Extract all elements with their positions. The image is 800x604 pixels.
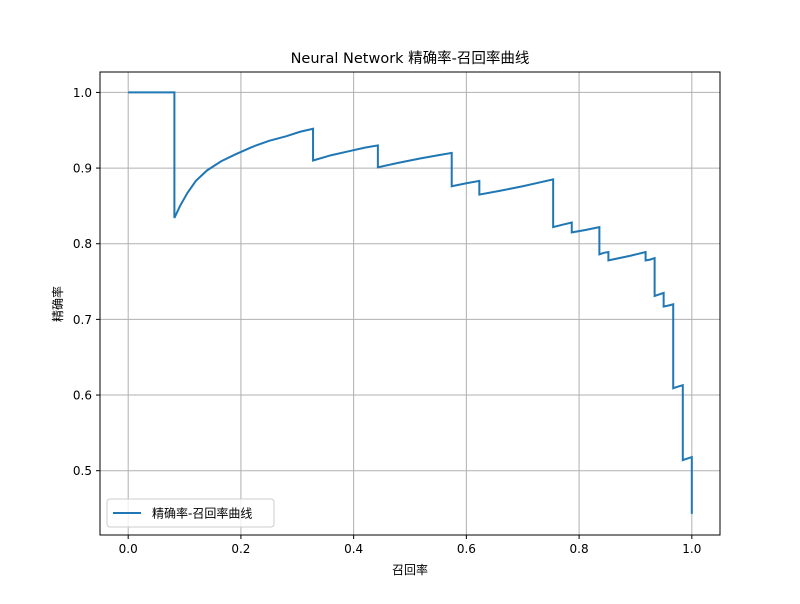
y-tick-label: 0.9 [73, 162, 92, 176]
y-tick-label: 0.5 [73, 464, 92, 478]
ticks: 0.0 0.2 0.4 0.6 0.8 1.0 0.5 0.6 0.7 0.8 0.9 1.0 [73, 86, 701, 556]
y-axis-label: 精确率 [50, 286, 65, 322]
plot-frame [99, 71, 721, 536]
x-tick-label: 0.4 [344, 542, 363, 556]
y-tick-label: 1.0 [73, 86, 92, 100]
x-tick-label: 1.0 [682, 542, 701, 556]
legend-entry-label: 精确率-召回率曲线 [152, 506, 252, 521]
y-tick-label: 0.7 [73, 313, 92, 327]
legend: 精确率-召回率曲线 [106, 498, 275, 528]
x-tick-label: 0.8 [570, 542, 589, 556]
y-tick-label: 0.8 [73, 237, 92, 251]
x-axis-label: 召回率 [392, 562, 428, 577]
pr-curve-line [128, 91, 693, 514]
y-tick-label: 0.6 [73, 389, 92, 403]
legend-box [106, 498, 275, 528]
x-tick-label: 0.6 [457, 542, 476, 556]
x-tick-label: 0.2 [231, 542, 250, 556]
chart-title: Neural Network 精确率-召回率曲线 [291, 50, 530, 67]
series-layer [128, 91, 693, 514]
x-tick-label: 0.0 [119, 542, 138, 556]
